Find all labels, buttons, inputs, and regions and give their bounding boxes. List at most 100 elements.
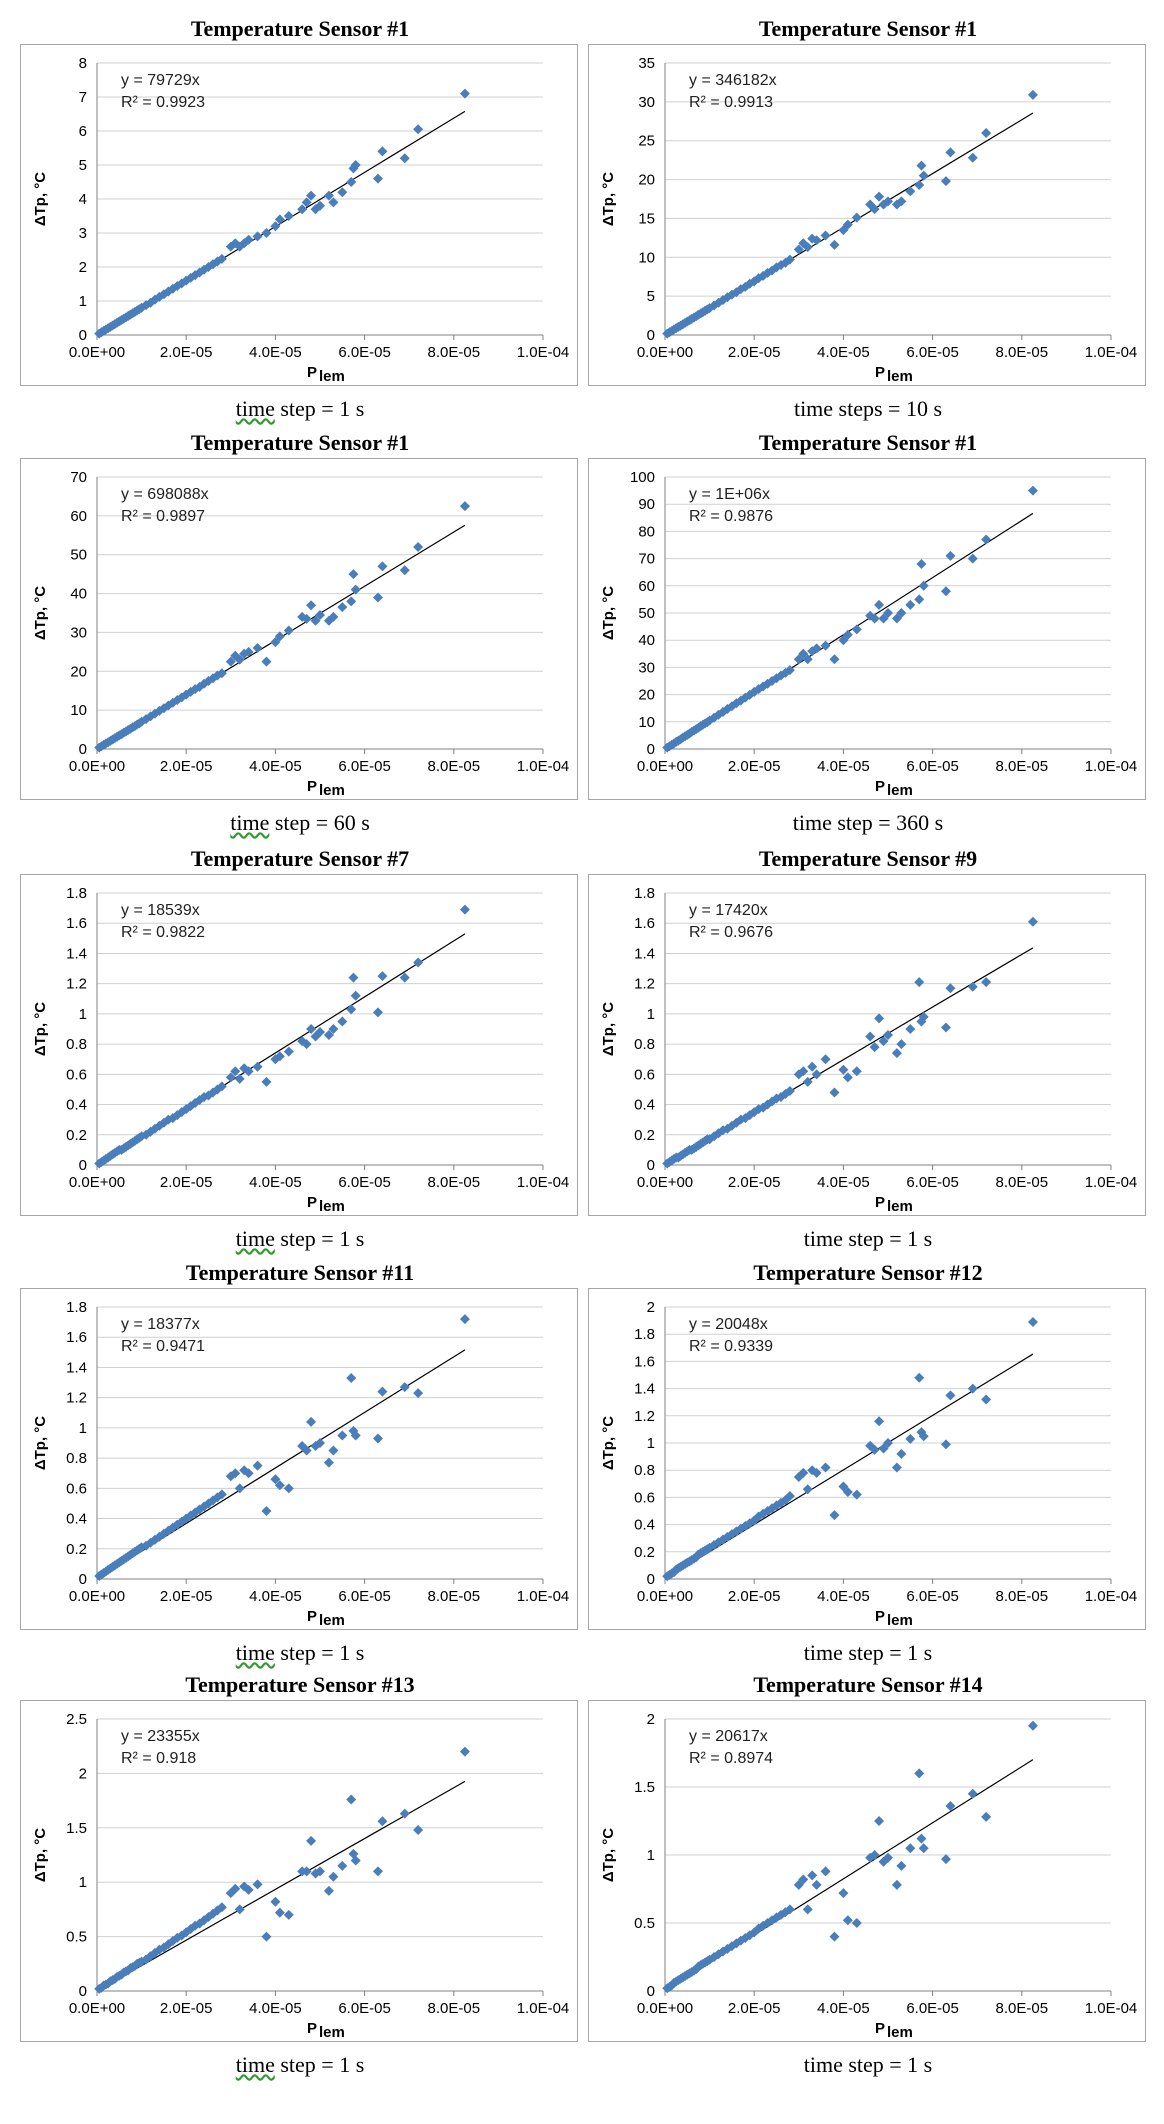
data-point xyxy=(315,1866,325,1877)
y-tick-label: 30 xyxy=(638,94,655,111)
data-point xyxy=(301,197,312,208)
scatter-plot: 0 0.2 0.4 0.6 0.8 1 1.2 1.4 1.6 1.8 2 0.0E+00 2.0E-0… xyxy=(600,1299,1138,1629)
data-point xyxy=(905,1843,916,1854)
x-tick-label: 0.0E+00 xyxy=(69,758,125,775)
x-axis-label-subscript: lem xyxy=(319,368,345,385)
data-point xyxy=(261,656,272,667)
y-tick-label: 1.2 xyxy=(634,976,655,993)
data-point xyxy=(190,1098,201,1109)
y-axis-label: ΔTp, °C xyxy=(32,1828,49,1882)
x-axis-label: P xyxy=(307,364,317,381)
chart-caption: time step = 360 s xyxy=(588,810,1148,836)
y-tick-label: 2 xyxy=(79,1765,87,1782)
x-tick-label: 2.0E-05 xyxy=(728,2000,781,2017)
data-point xyxy=(372,592,383,603)
data-point xyxy=(753,1511,764,1522)
data-point xyxy=(722,1943,733,1954)
data-point xyxy=(967,553,978,564)
data-point xyxy=(916,160,927,171)
data-point xyxy=(230,1066,241,1077)
data-point xyxy=(297,611,308,622)
data-point xyxy=(252,231,263,242)
data-point xyxy=(323,1885,334,1896)
data-point xyxy=(802,242,813,253)
x-tick-label: 8.0E-05 xyxy=(996,1174,1049,1191)
data-point xyxy=(350,990,361,1001)
x-tick-label: 8.0E-05 xyxy=(428,758,481,775)
data-point xyxy=(851,212,862,223)
data-point xyxy=(940,1022,951,1033)
data-point xyxy=(735,1523,746,1534)
data-point xyxy=(145,711,156,722)
data-point xyxy=(820,230,831,241)
data-point xyxy=(346,1794,357,1805)
x-axis-label-subscript: lem xyxy=(319,2024,345,2041)
x-tick-label: 8.0E-05 xyxy=(996,344,1049,361)
data-point xyxy=(878,1036,889,1047)
data-point xyxy=(851,1066,862,1077)
y-tick-label: 1.4 xyxy=(66,1359,87,1376)
y-tick-label: 80 xyxy=(638,523,655,540)
data-point xyxy=(185,1101,196,1112)
data-point xyxy=(802,1076,813,1087)
data-point xyxy=(775,260,786,271)
x-tick-label: 2.0E-05 xyxy=(160,1588,213,1605)
data-point xyxy=(829,1510,840,1521)
data-point xyxy=(377,1386,388,1397)
data-point xyxy=(154,1531,165,1542)
data-point xyxy=(878,199,889,210)
trend-equation: y = 18377x xyxy=(121,1316,200,1333)
data-point xyxy=(136,1542,147,1553)
y-tick-label: 0 xyxy=(647,1157,655,1174)
data-point xyxy=(744,1110,755,1121)
data-point xyxy=(981,1394,992,1405)
y-tick-label: 1.6 xyxy=(66,915,87,932)
chart-panel: Temperature Sensor #14 0 0.5 1 1.5 2 0.0E+00 2.… xyxy=(588,1672,1148,2088)
data-point xyxy=(337,602,348,613)
data-point xyxy=(740,1113,751,1124)
data-point xyxy=(252,1879,263,1890)
x-tick-label: 1.0E-04 xyxy=(1085,2000,1138,2017)
x-tick-label: 6.0E-05 xyxy=(906,1174,959,1191)
y-tick-label: 8 xyxy=(79,55,87,72)
y-tick-label: 4 xyxy=(79,191,87,208)
x-tick-label: 4.0E-05 xyxy=(817,1588,870,1605)
caption-text: step = 1 s xyxy=(274,396,365,421)
data-point xyxy=(270,1474,281,1485)
x-tick-label: 6.0E-05 xyxy=(338,2000,391,2017)
x-tick-label: 6.0E-05 xyxy=(906,758,959,775)
data-point xyxy=(883,608,893,618)
data-point xyxy=(328,1024,339,1034)
data-point xyxy=(283,1483,294,1494)
data-point xyxy=(780,667,791,678)
chart-title: Temperature Sensor #9 xyxy=(758,846,978,871)
data-point xyxy=(981,534,992,545)
data-point xyxy=(740,1932,751,1943)
data-point xyxy=(181,689,192,700)
data-point xyxy=(216,1489,227,1500)
scatter-plot: 0 1 2 3 4 5 6 7 8 0.0E+00 2.0E-05 4.0E-05 6.0E-05 8.0… xyxy=(32,55,569,385)
y-tick-label: 70 xyxy=(638,551,655,568)
y-tick-label: 7 xyxy=(79,89,87,106)
data-point xyxy=(270,1054,281,1065)
x-tick-label: 2.0E-05 xyxy=(160,758,213,775)
y-tick-label: 1.5 xyxy=(66,1820,87,1837)
data-point xyxy=(306,1835,317,1846)
data-point xyxy=(399,153,410,164)
data-point xyxy=(896,1448,907,1459)
chart-area: 0 5 10 15 20 25 30 35 0.0E+00 2.0E-05 4.0E-05 6.0E-… xyxy=(588,44,1146,386)
y-tick-label: 0 xyxy=(79,1571,87,1588)
x-tick-label: 0.0E+00 xyxy=(637,758,693,775)
data-point xyxy=(413,957,424,968)
chart-panel: Temperature Sensor #9 0 0.2 0.4 0.6 0.8 1 1.2 1.… xyxy=(588,846,1148,1262)
data-point xyxy=(784,1904,795,1915)
data-point xyxy=(1027,916,1038,927)
data-point xyxy=(914,977,925,988)
y-tick-label: 20 xyxy=(70,663,87,680)
data-point xyxy=(283,211,294,221)
x-tick-label: 1.0E-04 xyxy=(1085,1588,1138,1605)
data-point xyxy=(459,904,470,915)
y-tick-label: 20 xyxy=(638,687,655,704)
trend-equation: y = 698088x xyxy=(121,486,209,503)
data-point xyxy=(869,613,880,624)
